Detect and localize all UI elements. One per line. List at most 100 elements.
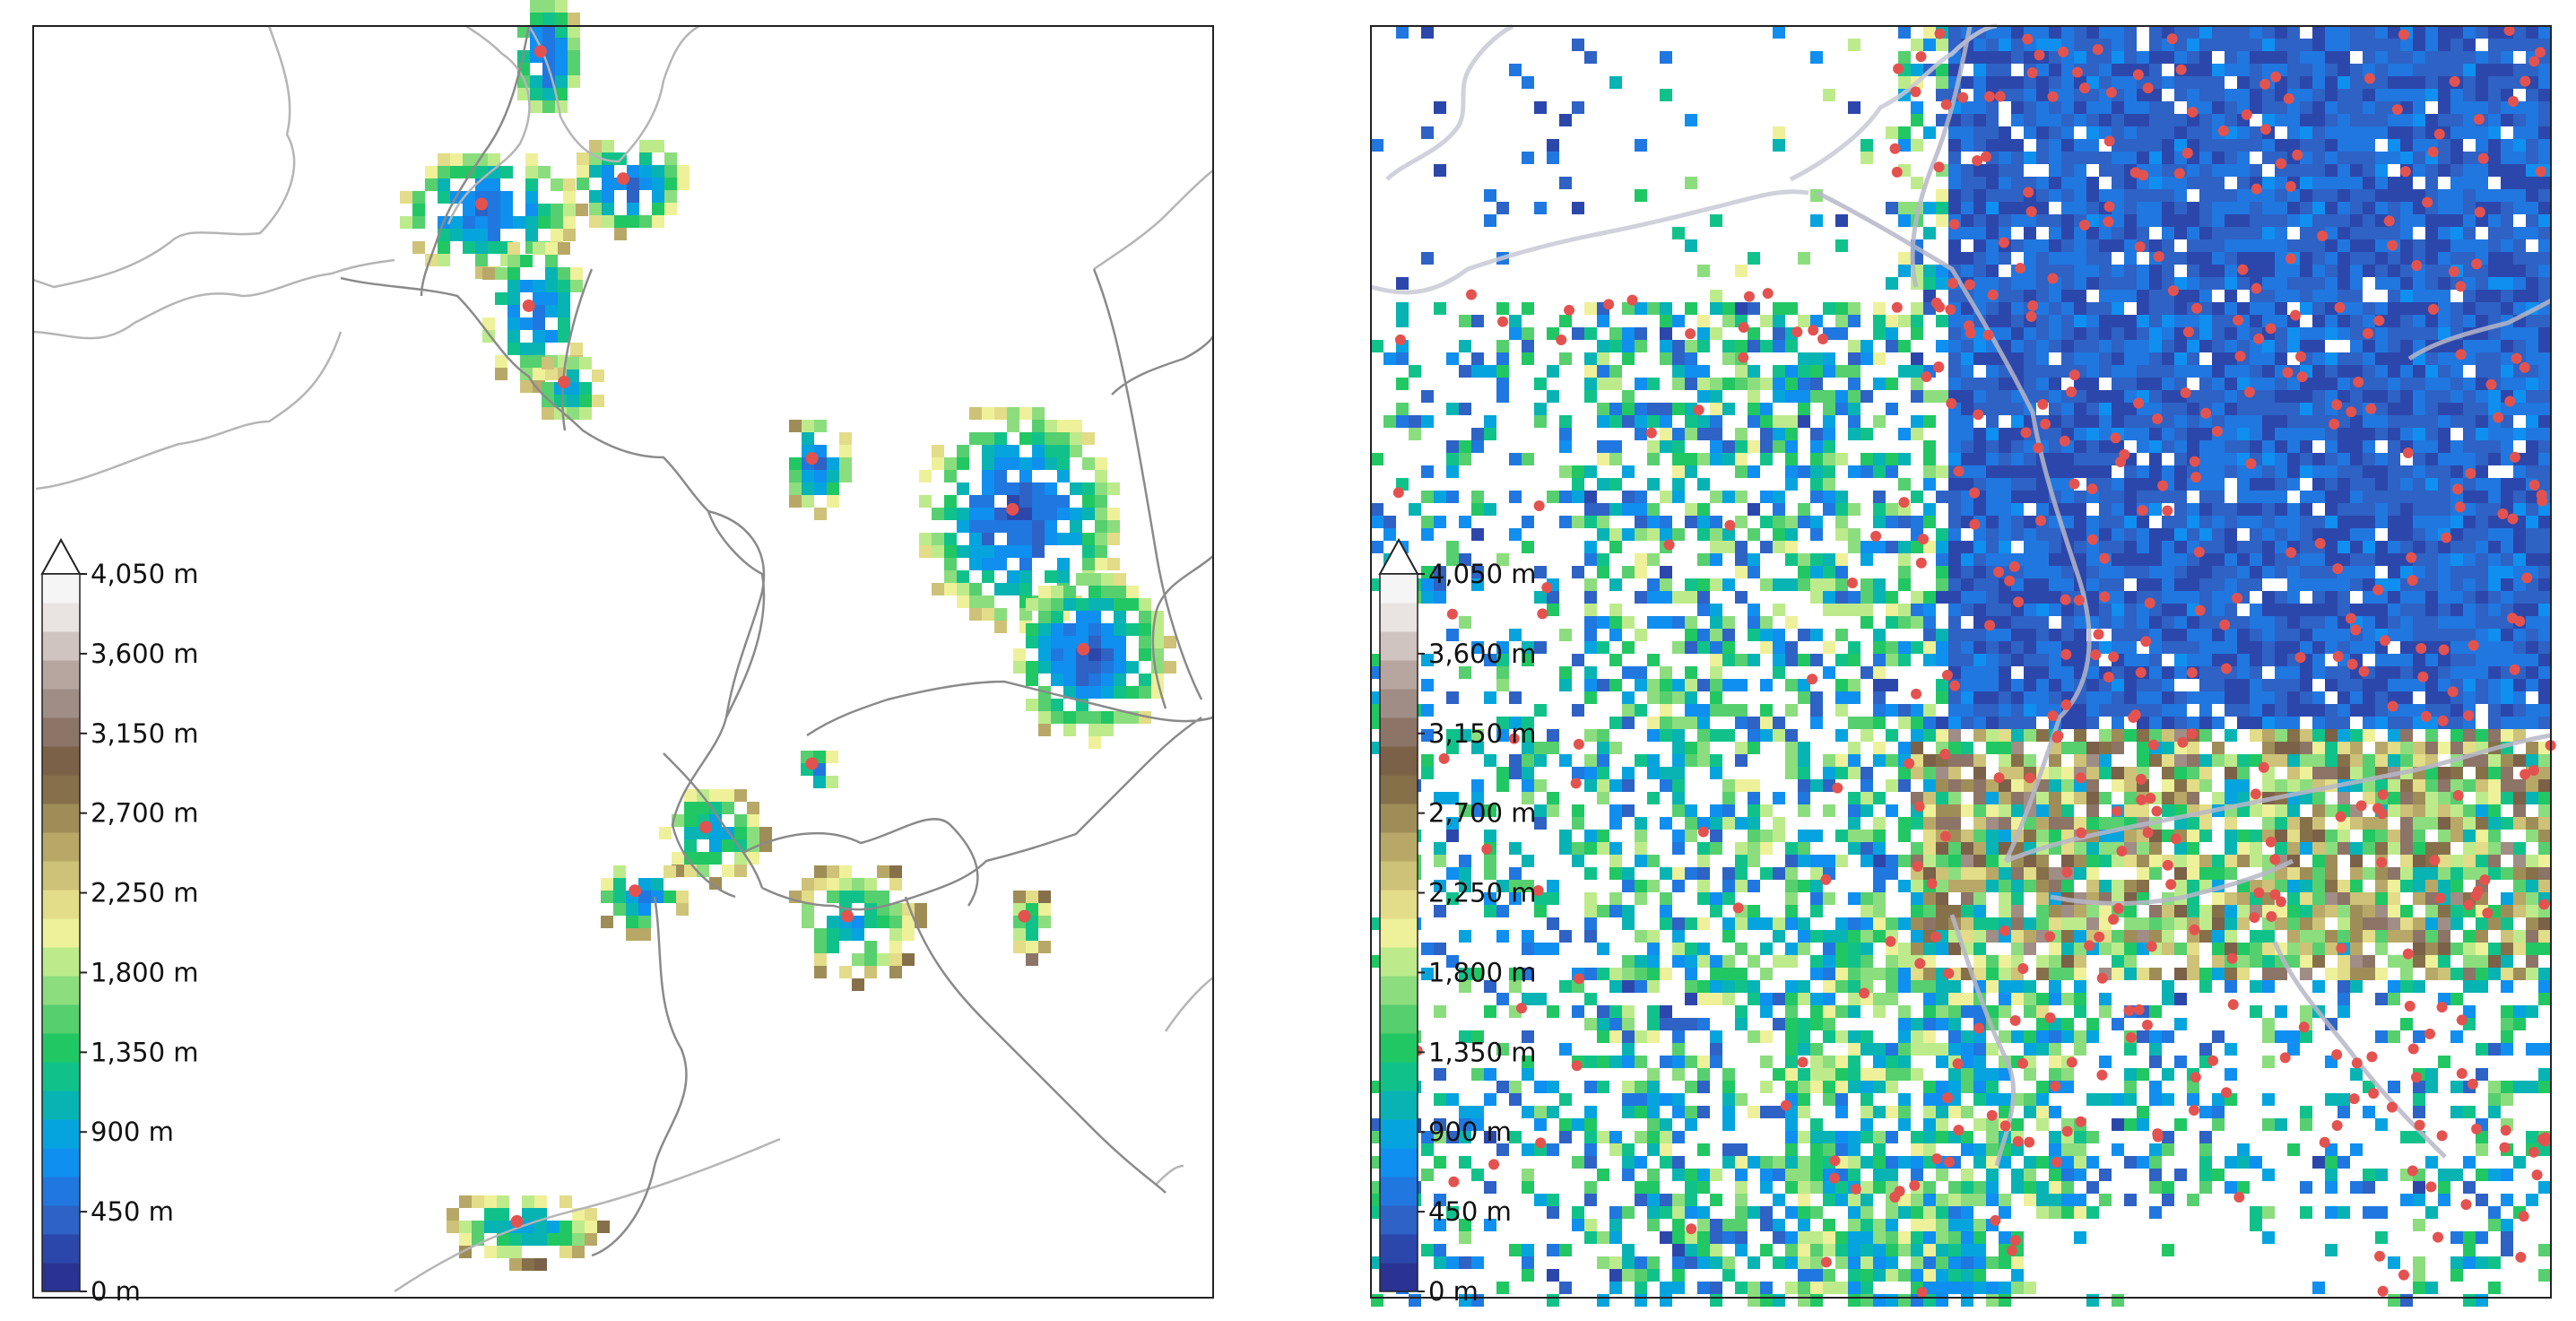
heatmap-cell	[1773, 1156, 1785, 1169]
heatmap-cell	[484, 1208, 497, 1221]
heatmap-cell	[1923, 465, 1936, 478]
heatmap-cell	[2061, 1068, 2074, 1081]
heatmap-cell	[1810, 478, 1823, 491]
heatmap-cell	[1973, 817, 1986, 830]
heatmap-cell	[2099, 64, 2112, 76]
heatmap-cell	[1622, 1005, 1635, 1018]
heatmap-cell	[2036, 629, 2049, 641]
heatmap-cell	[1999, 1068, 2011, 1081]
heatmap-cell	[2099, 453, 2112, 465]
heatmap-cell	[1848, 1269, 1860, 1282]
heatmap-cell	[2086, 742, 2099, 754]
heatmap-cell	[944, 495, 957, 508]
heatmap-cell	[1911, 1068, 1923, 1081]
heatmap-cell	[1672, 1093, 1685, 1106]
heatmap-cell	[2212, 265, 2225, 277]
heatmap-cell	[2061, 114, 2074, 126]
heatmap-cell	[1748, 830, 1760, 842]
heatmap-cell	[982, 508, 994, 520]
colorbar-segment	[42, 775, 80, 804]
heatmap-cell	[2225, 39, 2237, 51]
heatmap-cell	[638, 878, 651, 891]
heatmap-cell	[2199, 202, 2212, 214]
heatmap-cell	[1961, 578, 1973, 591]
heatmap-cell	[2024, 491, 2036, 503]
heatmap-cell	[1459, 1256, 1471, 1269]
heatmap-cell	[839, 457, 852, 470]
heatmap-cell	[1032, 445, 1045, 457]
heatmap-cell	[722, 789, 734, 802]
heatmap-cell	[1735, 516, 1748, 528]
heatmap-cell	[1986, 641, 1999, 654]
heatmap-cell	[2149, 541, 2162, 553]
heatmap-cell	[2099, 478, 2112, 491]
heatmap-cell	[2174, 465, 2187, 478]
heatmap-cell	[1522, 968, 1534, 980]
heatmap-cell	[1886, 1269, 1898, 1282]
heatmap-cell	[1471, 779, 1484, 792]
heatmap-cell	[1936, 189, 1948, 202]
heatmap-cell	[2099, 152, 2112, 164]
heatmap-cell	[2061, 1156, 2074, 1169]
heatmap-cell	[1584, 754, 1597, 767]
heatmap-cell	[1672, 352, 1685, 365]
heatmap-cell	[1522, 1256, 1534, 1269]
heatmap-cell	[1848, 792, 1860, 804]
heatmap-cell	[534, 1208, 547, 1221]
heatmap-cell	[1936, 214, 1948, 227]
heatmap-cell	[1572, 566, 1584, 578]
heatmap-cell	[542, 88, 555, 100]
heatmap-cell	[1622, 779, 1635, 792]
heatmap-cell	[1873, 302, 1886, 315]
heatmap-cell	[567, 407, 579, 420]
heatmap-cell	[2112, 403, 2124, 415]
heatmap-cell	[2262, 654, 2275, 666]
heatmap-cell	[2061, 817, 2074, 830]
heatmap-cell	[2300, 842, 2312, 855]
heatmap-cell	[1810, 1005, 1823, 1018]
heatmap-cell	[2250, 491, 2262, 503]
heatmap-cell	[1126, 623, 1139, 636]
heatmap-cell	[1509, 880, 1522, 892]
heatmap-cell	[1886, 465, 1898, 478]
heatmap-cell	[1999, 189, 2011, 202]
heatmap-cell	[1860, 604, 1873, 616]
heatmap-cell	[1848, 365, 1860, 378]
heatmap-cell	[2061, 126, 2074, 139]
heatmap-cell	[2287, 440, 2300, 453]
heatmap-cell	[2250, 478, 2262, 491]
heatmap-cell	[957, 545, 969, 558]
heatmap-cell	[2187, 39, 2199, 51]
heatmap-cell	[1760, 704, 1773, 717]
heatmap-cell	[1672, 1219, 1685, 1231]
heatmap-cell	[1923, 1043, 1936, 1056]
heatmap-cell	[944, 570, 957, 583]
heatmap-cell	[1999, 177, 2011, 189]
heatmap-cell	[450, 153, 463, 166]
heatmap-cell	[2212, 453, 2225, 465]
heatmap-cell	[2287, 453, 2300, 465]
heatmap-cell	[697, 802, 709, 814]
heatmap-cell	[1710, 327, 1722, 340]
station-dot	[533, 45, 547, 58]
heatmap-cell	[1848, 804, 1860, 817]
heatmap-cell	[1860, 943, 1873, 955]
heatmap-cell	[1835, 767, 1848, 779]
heatmap-cell	[1164, 661, 1176, 674]
heatmap-cell	[2287, 1143, 2300, 1156]
heatmap-cell	[1547, 729, 1559, 742]
heatmap-cell	[1597, 365, 1609, 378]
heatmap-cell	[1697, 842, 1710, 855]
heatmap-cell	[1635, 892, 1647, 905]
heatmap-cell	[1999, 503, 2011, 516]
heatmap-cell	[1509, 1081, 1522, 1093]
heatmap-cell	[1622, 465, 1635, 478]
heatmap-cell	[1660, 779, 1672, 792]
heatmap-cell	[2149, 189, 2162, 202]
heatmap-cell	[1973, 277, 1986, 290]
heatmap-cell	[1860, 616, 1873, 629]
heatmap-cell	[1785, 1056, 1798, 1068]
heatmap-cell	[1057, 558, 1070, 570]
heatmap-cell	[1622, 403, 1635, 415]
heatmap-cell	[1597, 1030, 1609, 1043]
